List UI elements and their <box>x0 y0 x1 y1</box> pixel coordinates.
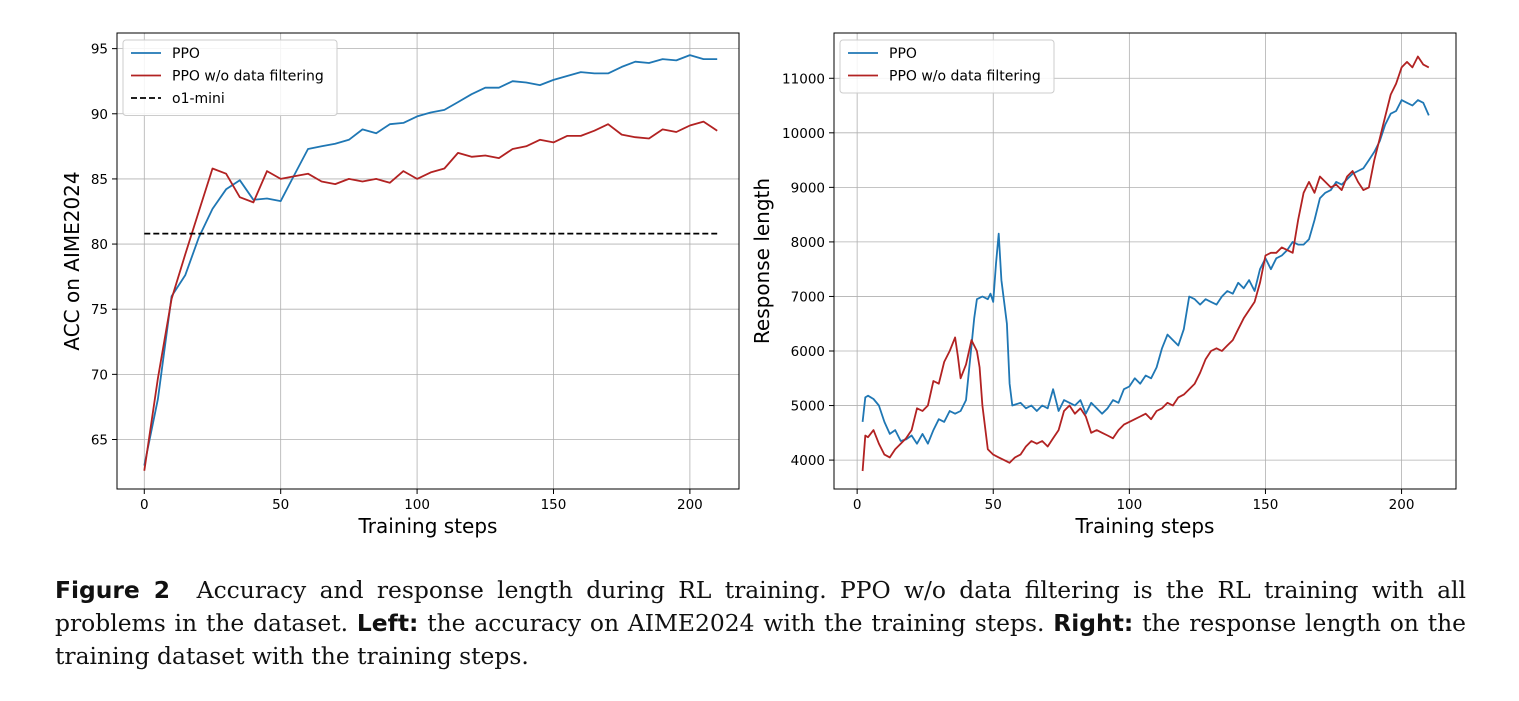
right-x-axis-label: Training steps <box>1075 514 1215 538</box>
right-ytick-label-6000: 6000 <box>791 344 825 360</box>
figure-canvas: 0 50 100 150 200 65 70 75 80 85 90 95 Training steps… <box>60 32 1457 538</box>
left-ytick-label-80: 80 <box>91 237 108 253</box>
left-series-1-line <box>143 120 718 471</box>
left-ytick-label-90: 90 <box>91 107 108 123</box>
left-xtick-label-150: 150 <box>541 497 567 513</box>
left-legend-box <box>122 39 338 116</box>
left-ytick-label-85: 85 <box>91 172 108 188</box>
right-ytick-label-10000: 10000 <box>782 126 825 142</box>
caption-text: Accuracy and response length during RL t… <box>55 576 1466 637</box>
right-chart: 0 50 100 150 200 4000 5000 6000 7000 8000 9000 1000… <box>750 32 1457 538</box>
caption-right-label: Right: <box>1053 609 1134 637</box>
right-legend: PPO PPO w/o data filtering <box>839 39 1055 94</box>
right-ytick-label-8000: 8000 <box>791 235 825 251</box>
left-legend-label-2: o1-mini <box>172 91 225 107</box>
right-ytick-label-4000: 4000 <box>791 453 825 469</box>
left-y-axis-label: ACC on AIME2024 <box>60 171 84 350</box>
left-xtick-label-200: 200 <box>677 497 703 513</box>
left-ytick-label-70: 70 <box>91 367 108 383</box>
left-xtick-label-0: 0 <box>140 497 149 513</box>
right-ytick-label-9000: 9000 <box>791 180 825 196</box>
left-legend-label-1: PPO w/o data filtering <box>172 69 324 85</box>
right-ytick-label-11000: 11000 <box>782 71 825 87</box>
left-chart: 0 50 100 150 200 65 70 75 80 85 90 95 Training steps… <box>60 32 740 538</box>
left-ytick-label-95: 95 <box>91 42 108 58</box>
right-xtick-label-50: 50 <box>985 497 1002 513</box>
caption-right-text: the response length on the training data… <box>55 609 1467 670</box>
caption-figure-label: Figure 2 <box>55 576 171 604</box>
right-series-0-line <box>861 99 1430 445</box>
right-xtick-label-150: 150 <box>1253 497 1279 513</box>
figure-caption: Figure 2 Accuracy and response length du… <box>55 574 1466 673</box>
right-ytick-label-5000: 5000 <box>791 399 825 415</box>
left-x-axis-label: Training steps <box>358 514 498 538</box>
right-axes-frame <box>833 32 1457 490</box>
left-ytick-label-75: 75 <box>91 302 108 318</box>
left-series-0-line <box>143 54 718 466</box>
left-xtick-label-50: 50 <box>272 497 289 513</box>
right-ytick-label-7000: 7000 <box>791 289 825 305</box>
caption-left-text: the accuracy on AIME2024 with the traini… <box>427 609 1045 637</box>
right-xtick-label-100: 100 <box>1116 497 1142 513</box>
right-legend-box <box>839 39 1055 94</box>
right-xtick-label-0: 0 <box>853 497 862 513</box>
right-xtick-label-200: 200 <box>1389 497 1415 513</box>
left-axes-frame <box>116 32 740 490</box>
caption-left-label: Left: <box>356 609 419 637</box>
left-ytick-label-65: 65 <box>91 432 108 448</box>
right-series-1-line <box>861 55 1430 472</box>
right-legend-label-0: PPO <box>889 46 917 62</box>
left-legend: PPO PPO w/o data filtering o1-mini <box>122 39 338 116</box>
left-legend-label-0: PPO <box>172 46 200 62</box>
right-legend-label-1: PPO w/o data filtering <box>889 69 1041 85</box>
right-y-axis-label: Response length <box>750 178 774 344</box>
left-xtick-label-100: 100 <box>404 497 430 513</box>
